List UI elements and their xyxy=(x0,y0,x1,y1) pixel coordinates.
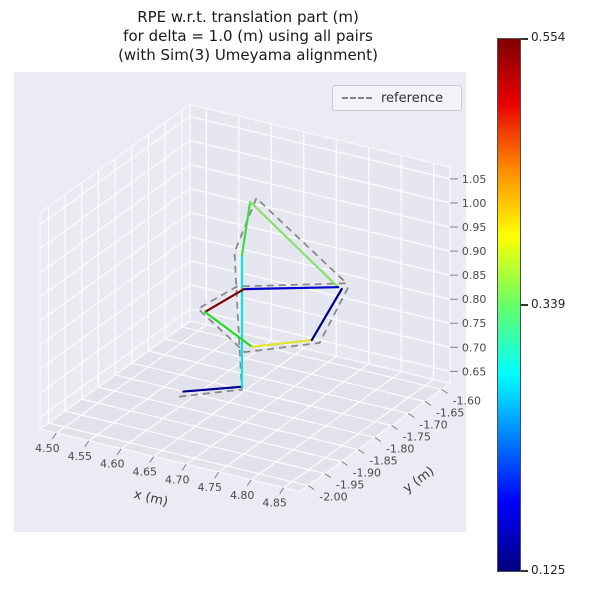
x-tick xyxy=(181,464,187,471)
grid-line xyxy=(39,164,191,274)
z-tick-label: 0.95 xyxy=(462,221,487,234)
x-tick xyxy=(84,440,90,448)
z-tick-label: 0.75 xyxy=(462,317,487,330)
grid-line xyxy=(189,188,451,252)
grid-line xyxy=(189,308,451,372)
colorbar-max-label: 0.554 xyxy=(531,30,566,44)
z-tick-label: 0.85 xyxy=(462,269,487,282)
trajectory-segment xyxy=(249,200,340,289)
legend: reference xyxy=(332,85,462,111)
y-tick-label: -2.00 xyxy=(319,491,347,504)
grid-line xyxy=(39,260,191,370)
y-tick-label: -1.60 xyxy=(453,394,481,407)
trajectory-segment xyxy=(182,385,244,393)
grid-line xyxy=(189,212,451,276)
x-tick-label: 4.55 xyxy=(68,450,93,463)
grid-line xyxy=(39,212,191,322)
trajectory-segment xyxy=(242,286,340,291)
colorbar-tick-max xyxy=(521,38,528,40)
grid-line xyxy=(39,115,191,226)
y-tick-label: -1.95 xyxy=(336,479,364,492)
y-tick xyxy=(441,389,448,394)
y-tick xyxy=(357,449,365,454)
y-tick xyxy=(391,425,398,430)
colorbar-tick-min xyxy=(521,570,528,572)
x-tick xyxy=(279,487,285,494)
grid-line xyxy=(48,422,309,487)
trajectory-segment xyxy=(250,338,313,348)
y-tick xyxy=(307,485,315,490)
z-tick-label: 0.80 xyxy=(462,293,487,306)
grid-line xyxy=(148,350,409,414)
y-tick-label: -1.90 xyxy=(353,467,381,480)
grid-line xyxy=(189,139,451,204)
colorbar-min-label: 0.125 xyxy=(531,563,566,577)
y-tick xyxy=(341,461,348,466)
x-tick xyxy=(149,456,155,463)
y-tick xyxy=(374,437,382,442)
colorbar: 0.554 0.339 0.125 xyxy=(497,30,565,577)
grid-line xyxy=(64,410,326,475)
figure-title-line-1: RPE w.r.t. translation part (m) xyxy=(137,8,359,26)
legend-label: reference xyxy=(381,90,444,106)
x-tick xyxy=(246,479,252,487)
trajectory-segment xyxy=(203,310,253,348)
x-tick xyxy=(214,471,220,479)
x-tick-label: 4.85 xyxy=(262,497,287,510)
trajectory-segment xyxy=(203,288,246,314)
z-tick-label: 0.65 xyxy=(462,365,487,378)
grid-line xyxy=(39,308,191,418)
grid-line xyxy=(189,260,451,324)
figure-title-line-2: for delta = 1.0 (m) using all pairs xyxy=(123,27,373,45)
colorbar-gradient xyxy=(497,38,521,572)
grid-line xyxy=(98,386,359,451)
y-tick xyxy=(324,473,332,478)
grid-line xyxy=(39,284,191,394)
x-tick xyxy=(51,432,57,440)
figure-title: RPE w.r.t. translation part (m) for delt… xyxy=(8,8,488,65)
grid-line xyxy=(131,362,392,427)
grid-line xyxy=(114,374,376,439)
y-tick-label: -1.70 xyxy=(419,418,447,431)
z-tick-label: 1.00 xyxy=(462,197,487,210)
x-tick-label: 4.50 xyxy=(35,442,60,455)
grid-line xyxy=(39,140,191,250)
y-tick xyxy=(407,413,415,418)
grid-line xyxy=(189,163,451,228)
y-tick-label: -1.65 xyxy=(436,406,464,419)
grid-line xyxy=(39,188,191,298)
grid-line xyxy=(81,398,342,463)
y-tick xyxy=(424,401,432,406)
z-tick-label: 0.90 xyxy=(462,245,487,258)
x-tick-label: 4.75 xyxy=(197,481,222,494)
colorbar-mid-label: 0.339 xyxy=(531,297,566,311)
dashed-line-icon xyxy=(342,97,372,99)
figure-title-line-3: (with Sim(3) Umeyama alignment) xyxy=(118,46,378,64)
y-tick-label: -1.85 xyxy=(369,455,397,468)
trajectory-segment xyxy=(310,287,343,342)
reference-trajectory-line xyxy=(179,196,351,398)
grid-line xyxy=(189,115,451,180)
x-tick-label: 4.80 xyxy=(230,489,255,502)
colorbar-tick-mid xyxy=(521,304,528,306)
x-tick xyxy=(116,448,122,455)
y-tick-label: -1.80 xyxy=(386,443,414,456)
z-tick-label: 0.70 xyxy=(462,341,487,354)
trajectory-segment xyxy=(240,200,252,257)
z-tick-label: 1.05 xyxy=(462,173,487,186)
grid-line xyxy=(189,236,451,300)
y-tick-label: -1.75 xyxy=(403,430,431,443)
x-tick-label: 4.60 xyxy=(100,458,125,471)
grid-line xyxy=(39,236,191,346)
grid-line xyxy=(164,338,426,402)
grid-line xyxy=(181,326,442,390)
x-tick-label: 4.70 xyxy=(165,473,190,486)
x-tick-label: 4.65 xyxy=(133,465,158,478)
